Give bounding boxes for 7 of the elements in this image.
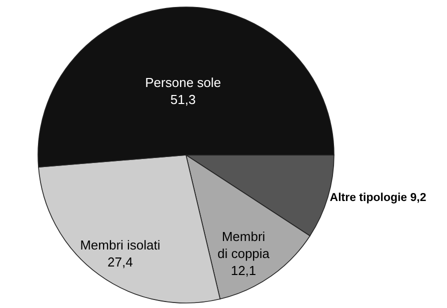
slice-label: Altre tipologie 9,2 [330, 192, 426, 204]
slice-label: Membri isolati [80, 238, 160, 253]
data-label: 12,1 [230, 262, 256, 278]
slice-label: Membri di coppia [217, 228, 270, 261]
data-label: 51,3 [170, 92, 196, 108]
slice-label: Persone sole [145, 75, 222, 90]
data-label: 27,4 [108, 254, 133, 270]
